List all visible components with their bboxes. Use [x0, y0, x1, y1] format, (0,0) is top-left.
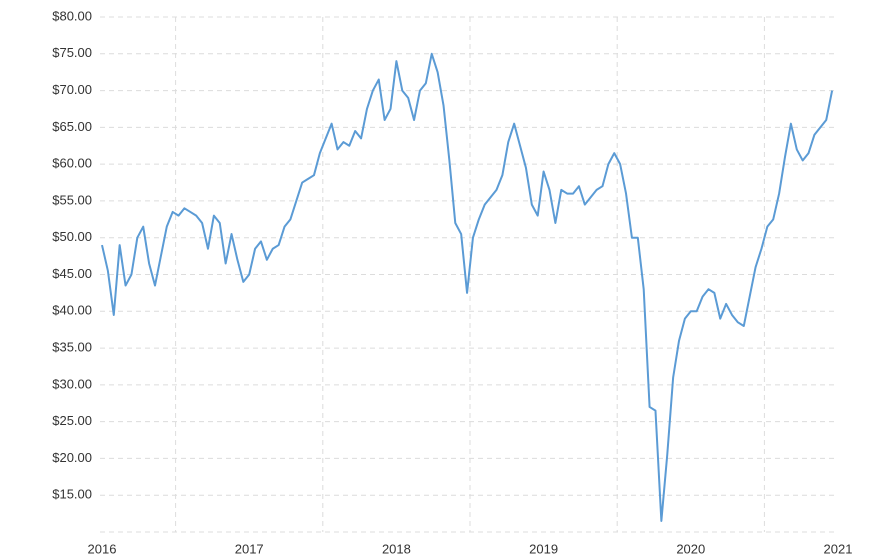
y-tick-label: $40.00 — [52, 303, 92, 318]
y-tick-label: $30.00 — [52, 376, 92, 391]
y-tick-label: $55.00 — [52, 192, 92, 207]
y-tick-label: $50.00 — [52, 229, 92, 244]
y-tick-label: $75.00 — [52, 45, 92, 60]
x-tick-label: 2018 — [382, 541, 411, 556]
x-tick-label: 2021 — [824, 541, 853, 556]
y-tick-label: $60.00 — [52, 156, 92, 171]
y-tick-label: $70.00 — [52, 82, 92, 97]
y-tick-label: $15.00 — [52, 487, 92, 502]
x-tick-label: 2016 — [88, 541, 117, 556]
y-tick-label: $80.00 — [52, 8, 92, 23]
y-tick-label: $35.00 — [52, 340, 92, 355]
y-tick-label: $65.00 — [52, 119, 92, 134]
x-tick-label: 2019 — [529, 541, 558, 556]
y-tick-label: $20.00 — [52, 450, 92, 465]
y-tick-label: $25.00 — [52, 413, 92, 428]
y-tick-label: $45.00 — [52, 266, 92, 281]
x-tick-label: 2017 — [235, 541, 264, 556]
price-line — [101, 52, 834, 522]
x-tick-label: 2020 — [676, 541, 705, 556]
